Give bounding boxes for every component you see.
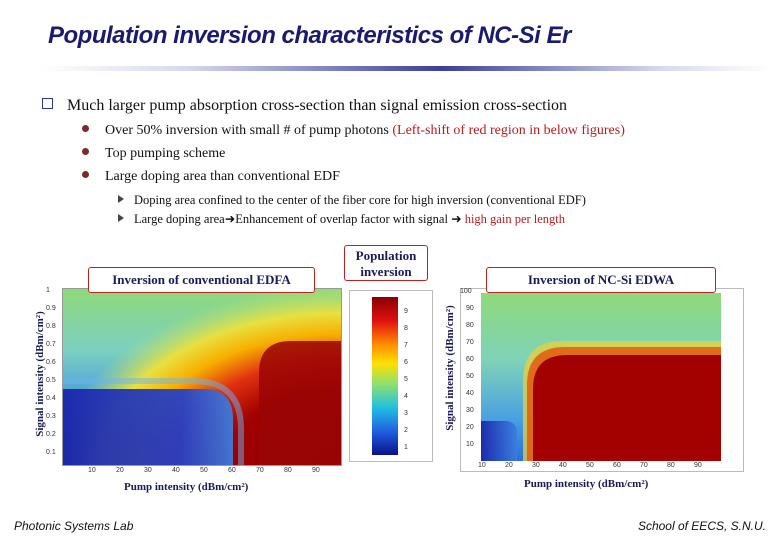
left-xtick: 80	[284, 467, 292, 474]
colorbar-tick: 9	[404, 308, 408, 315]
right-ytick: 10	[466, 441, 474, 448]
right-ytick: 50	[466, 373, 474, 380]
sub-bullet-1-text: Over 50% inversion with small # of pump …	[105, 123, 389, 138]
left-xtick: 40	[172, 467, 180, 474]
left-xtick: 70	[256, 467, 264, 474]
left-xtick: 10	[88, 467, 96, 474]
left-xtick: 30	[144, 467, 152, 474]
right-ytick: 20	[466, 424, 474, 431]
sub-sub-bullet-2-c: high gain per length	[464, 212, 566, 226]
main-bullet: Much larger pump absorption cross-sectio…	[42, 97, 567, 115]
left-ytick: 0.7	[46, 341, 56, 348]
left-ytick: 0.1	[46, 449, 56, 456]
slide-title: Population inversion characteristics of …	[48, 22, 571, 49]
right-ytick: 80	[466, 322, 474, 329]
sub-sub-bullet-1: Doping area confined to the center of th…	[118, 193, 586, 208]
right-xtick: 30	[532, 462, 540, 469]
right-xtick: 80	[667, 462, 675, 469]
left-ytick: 1	[46, 287, 50, 294]
sub-sub-bullet-2: Large doping area➜Enhancement of overlap…	[118, 211, 565, 227]
left-xtick: 60	[228, 467, 236, 474]
right-xtick: 60	[613, 462, 621, 469]
footer-school-name: School of EECS, S.N.U.	[637, 519, 766, 533]
dot-bullet-icon	[82, 171, 89, 178]
sub-bullet-1: Over 50% inversion with small # of pump …	[82, 123, 625, 139]
right-arrow-icon: ➜	[451, 212, 462, 226]
right-arrow-icon: ➜	[224, 212, 236, 226]
right-ylabel: Signal intensity (dBm/cm²)	[444, 305, 456, 431]
right-ytick: 30	[466, 407, 474, 414]
colorbar-tick: 5	[404, 376, 408, 383]
left-xtick: 90	[312, 467, 320, 474]
colorbar-title: Population inversion	[344, 245, 428, 281]
left-ytick: 0.5	[46, 377, 56, 384]
square-bullet-icon	[42, 98, 53, 109]
sub-bullet-1-red: (Left-shift of red region in below figur…	[392, 123, 625, 138]
right-xlabel: Pump intensity (dBm/cm²)	[524, 478, 649, 490]
left-ytick: 0.9	[46, 305, 56, 312]
colorbar-tick: 4	[404, 393, 408, 400]
left-ytick: 0.6	[46, 359, 56, 366]
sub-bullet-3-text: Large doping area than conventional EDF	[105, 169, 340, 184]
right-plot-title: Inversion of NC-Si EDWA	[486, 267, 716, 293]
colorbar-tick: 2	[404, 427, 408, 434]
sub-bullet-2: Top pumping scheme	[82, 146, 225, 162]
right-heatmap-plot	[460, 288, 744, 472]
right-xtick: 90	[694, 462, 702, 469]
colorbar-svg	[372, 297, 398, 455]
sub-bullet-3: Large doping area than conventional EDF	[82, 169, 340, 185]
arrow-bullet-icon	[118, 195, 124, 203]
left-plot-title: Inversion of conventional EDFA	[88, 267, 315, 293]
right-ytick: 60	[466, 356, 474, 363]
colorbar-tick: 1	[404, 444, 408, 451]
colorbar-tick: 6	[404, 359, 408, 366]
sub-bullet-2-text: Top pumping scheme	[105, 146, 226, 161]
sub-sub-bullet-2-a: Large doping area	[134, 212, 225, 226]
colorbar	[349, 290, 433, 462]
left-xtick: 50	[200, 467, 208, 474]
right-ytick: 100	[460, 288, 472, 295]
footer-lab-name: Photonic Systems Lab	[14, 519, 134, 533]
right-xtick: 70	[640, 462, 648, 469]
arrow-bullet-icon	[118, 214, 124, 222]
left-xlabel: Pump intensity (dBm/cm²)	[124, 481, 249, 493]
left-ylabel: Signal intensity (dBm/cm²)	[34, 311, 46, 437]
left-ytick: 0.8	[46, 323, 56, 330]
left-xtick: 20	[116, 467, 124, 474]
left-ytick: 0.2	[46, 431, 56, 438]
right-xtick: 20	[505, 462, 513, 469]
right-xtick: 40	[559, 462, 567, 469]
right-xtick: 50	[586, 462, 594, 469]
dot-bullet-icon	[82, 125, 89, 132]
right-ytick: 40	[466, 390, 474, 397]
right-ytick: 70	[466, 339, 474, 346]
sub-sub-bullet-2-b: Enhancement of overlap factor with signa…	[235, 212, 448, 226]
sub-sub-bullet-1-text: Doping area confined to the center of th…	[134, 193, 586, 207]
colorbar-tick: 8	[404, 325, 408, 332]
right-xtick: 10	[478, 462, 486, 469]
colorbar-tick: 3	[404, 410, 408, 417]
main-bullet-text: Much larger pump absorption cross-sectio…	[67, 97, 568, 114]
left-heatmap-svg	[63, 289, 341, 465]
title-divider	[40, 66, 770, 71]
left-heatmap-plot	[62, 288, 342, 466]
colorbar-tick: 7	[404, 342, 408, 349]
right-ytick: 90	[466, 305, 474, 312]
left-ytick: 0.4	[46, 395, 56, 402]
left-ytick: 0.3	[46, 413, 56, 420]
dot-bullet-icon	[82, 148, 89, 155]
right-heatmap-svg	[481, 293, 721, 461]
